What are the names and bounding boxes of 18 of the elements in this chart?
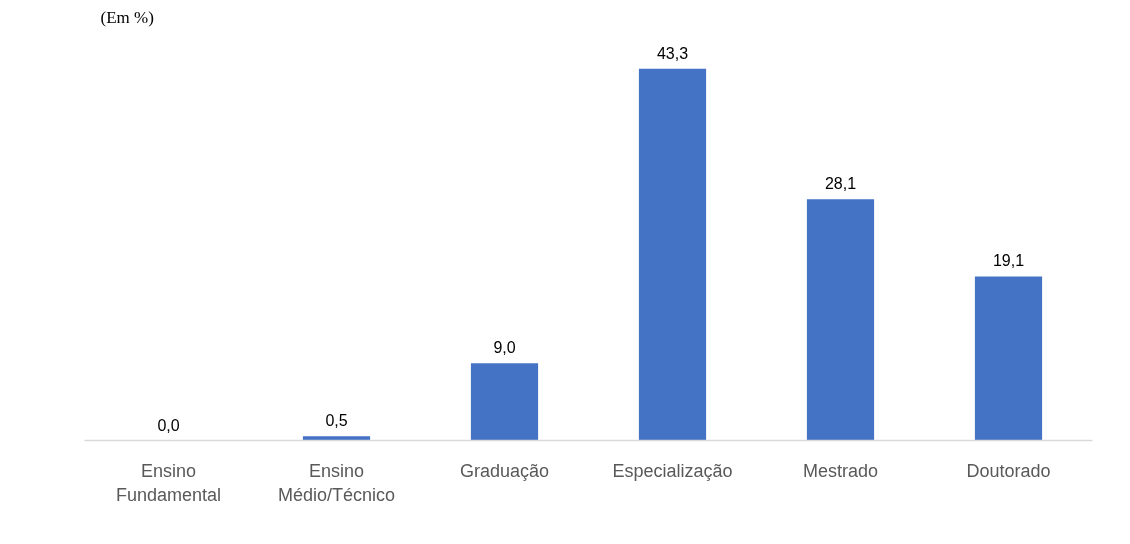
x-tick-label: Ensino Fundamental: [115, 460, 222, 505]
chart-subtitle: (Em %): [100, 7, 154, 27]
x-tick-label: Ensino Médio/Técnico: [277, 460, 396, 505]
data-label: 43,3: [656, 44, 689, 62]
bar: [470, 363, 539, 441]
x-tick-label: Especialização: [612, 460, 733, 481]
data-label: 28,1: [824, 175, 857, 193]
bar: [974, 276, 1043, 441]
x-tick-label: Doutorado: [966, 460, 1051, 481]
bar: [806, 199, 875, 441]
data-label: 0,0: [157, 416, 180, 434]
x-tick-label: Graduação: [459, 460, 550, 481]
data-label: 19,1: [992, 252, 1025, 270]
x-tick-label: Mestrado: [802, 460, 879, 481]
bar: [302, 436, 371, 441]
bar: [638, 68, 707, 441]
data-label: 9,0: [493, 339, 516, 357]
data-label: 0,5: [325, 412, 348, 430]
